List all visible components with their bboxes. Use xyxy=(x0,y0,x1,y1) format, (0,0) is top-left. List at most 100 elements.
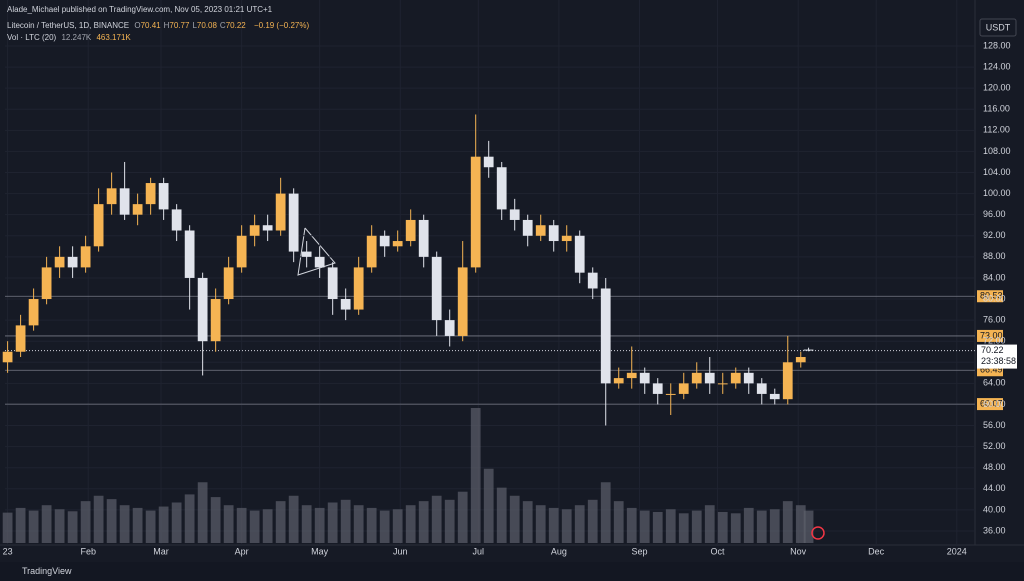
volume-bar xyxy=(392,509,403,543)
x-tick-label: Nov xyxy=(790,546,807,556)
x-tick-label: Apr xyxy=(235,546,249,556)
candle-body xyxy=(288,193,299,252)
y-tick-label: 96.00 xyxy=(983,209,1006,219)
candle-body xyxy=(574,235,585,273)
volume-bar xyxy=(405,505,416,543)
volume-bar xyxy=(496,487,507,543)
volume-bar xyxy=(275,501,286,543)
volume-bar xyxy=(600,482,611,543)
ohlc-key: L xyxy=(192,21,197,30)
candle-body xyxy=(782,362,793,400)
currency-box[interactable] xyxy=(979,18,1017,37)
candle-body xyxy=(457,267,468,336)
volume-bar xyxy=(678,513,689,543)
last-price-label: 70.22 xyxy=(981,345,1004,355)
volume-bar xyxy=(548,507,559,543)
x-tick-label: Jul xyxy=(473,546,485,556)
volume-value: 12.247K xyxy=(61,33,92,42)
y-tick-label: 40.00 xyxy=(983,504,1006,514)
candle-body xyxy=(119,188,130,215)
y-tick-label: 104.00 xyxy=(983,167,1011,177)
volume-bar xyxy=(2,512,13,543)
volume-bar xyxy=(353,505,364,543)
candle-body xyxy=(626,372,637,379)
volume-bar xyxy=(41,505,52,543)
volume-legend: Vol · LTC (20) 12.247K 463.171K xyxy=(7,33,134,42)
volume-bar xyxy=(522,501,533,543)
candle-body xyxy=(223,267,234,300)
brand: TradingView xyxy=(22,566,72,576)
volume-bar xyxy=(262,509,273,543)
candle-body xyxy=(652,383,663,394)
volume-bar xyxy=(93,495,104,543)
x-tick-label: Aug xyxy=(551,546,567,556)
volume-bar xyxy=(535,505,546,543)
volume-bar xyxy=(730,513,741,543)
volume-bar xyxy=(54,509,65,543)
candle-body xyxy=(171,209,182,231)
candle-body xyxy=(470,156,481,268)
candle-body xyxy=(535,225,546,236)
candle-body xyxy=(717,383,728,385)
candle-body xyxy=(769,393,780,400)
ohlc-value: 70.77 xyxy=(169,21,190,30)
volume-bar xyxy=(470,408,481,543)
level-label: 73.00 xyxy=(980,330,1003,340)
volume-bar xyxy=(691,510,702,543)
volume-bar xyxy=(444,499,455,543)
volume-bar xyxy=(756,510,767,543)
candle-body xyxy=(28,299,39,326)
candle-body xyxy=(639,372,650,384)
candle-body xyxy=(795,357,806,363)
y-tick-label: 92.00 xyxy=(983,230,1006,240)
y-tick-label: 108.00 xyxy=(983,146,1011,156)
candle-body xyxy=(353,267,364,310)
candle-body xyxy=(184,230,195,278)
volume-bar xyxy=(665,509,676,543)
ohlc-value: 70.08 xyxy=(196,21,217,30)
candle-body xyxy=(314,256,325,268)
volume-bar xyxy=(652,511,663,543)
candles xyxy=(2,114,814,426)
volume-bar xyxy=(587,499,598,543)
candle-body xyxy=(67,256,78,268)
ohlc-key: C xyxy=(219,21,226,30)
candle-body xyxy=(522,219,533,236)
alert-icon[interactable] xyxy=(811,526,825,540)
volume-bar xyxy=(782,501,793,543)
candle-body xyxy=(197,277,208,342)
candle-body xyxy=(483,156,494,168)
candle-body xyxy=(665,393,676,395)
volume-bar xyxy=(184,494,195,543)
candle-body xyxy=(730,372,741,384)
candle-body xyxy=(210,299,221,342)
volume-bar xyxy=(769,509,780,543)
level-label: 66.49 xyxy=(980,365,1003,375)
candle-body xyxy=(548,225,559,242)
candle-body xyxy=(262,225,273,231)
volume-bar xyxy=(158,506,169,543)
candle-body xyxy=(93,204,104,247)
volume-bar xyxy=(574,505,585,543)
volume-bar xyxy=(613,501,624,543)
volume-bar xyxy=(106,499,117,543)
level-tag xyxy=(977,398,1003,411)
y-tick-label: 128.00 xyxy=(983,40,1011,50)
volume-title: Vol · LTC (20) xyxy=(7,33,57,42)
volume-bar xyxy=(223,505,234,543)
volume-bar xyxy=(795,505,806,543)
volume-bar xyxy=(366,507,377,543)
x-tick-label: Feb xyxy=(80,546,96,556)
volume-bar xyxy=(431,495,442,543)
ohlc: O70.41 H70.77 L70.08 C70.22 xyxy=(134,21,248,30)
candle-body xyxy=(41,267,52,300)
level-tag xyxy=(977,329,1003,342)
candle-body xyxy=(613,378,624,384)
volume-bar xyxy=(509,495,520,543)
candle-body xyxy=(366,235,377,268)
x-tick-label: Jun xyxy=(393,546,408,556)
candle-body xyxy=(327,267,338,300)
volume-bar xyxy=(249,510,260,543)
